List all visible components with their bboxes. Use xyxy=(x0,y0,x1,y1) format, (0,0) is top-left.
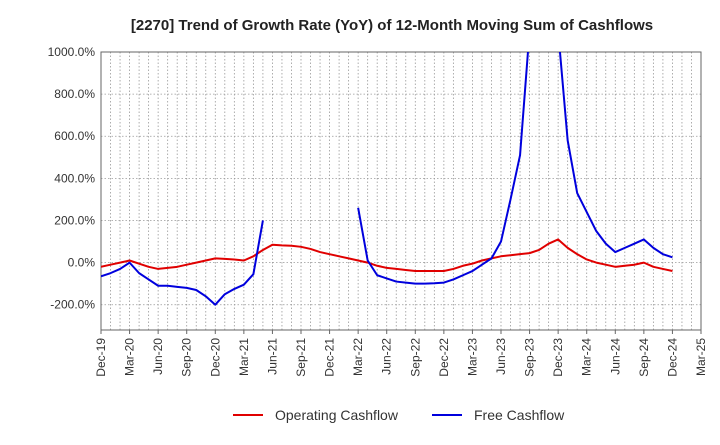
y-tick-label: -200.0% xyxy=(50,298,95,312)
x-tick-label: Jun-24 xyxy=(608,338,622,375)
y-tick-label: 800.0% xyxy=(54,87,95,101)
x-tick-label: Sep-21 xyxy=(294,338,308,377)
x-tick-label: Mar-25 xyxy=(694,338,708,376)
x-tick-label: Jun-22 xyxy=(380,338,394,375)
x-tick-label: Dec-24 xyxy=(665,338,679,377)
x-tick-label: Mar-23 xyxy=(465,338,479,376)
series-layer xyxy=(101,52,673,306)
axis-layer: -200.0% 0.0% 200.0% 400.0% 600.0% 800.0% 1000.… xyxy=(48,45,708,377)
x-tick-label: Sep-24 xyxy=(637,338,651,377)
y-tick-label: 600.0% xyxy=(54,129,95,143)
x-tick-label: Dec-21 xyxy=(323,338,337,377)
x-tick-label: Sep-23 xyxy=(523,338,537,377)
x-tick-label: Sep-22 xyxy=(408,338,422,377)
x-tick-label: Mar-24 xyxy=(580,338,594,376)
y-tick-label: 400.0% xyxy=(54,171,95,185)
grid-layer xyxy=(101,51,701,330)
plot-frame xyxy=(100,51,702,331)
x-tick-label: Jun-20 xyxy=(151,338,165,375)
x-tick-label: Mar-21 xyxy=(237,338,251,376)
x-tick-label: Dec-23 xyxy=(551,338,565,377)
series-line-free-cashflow xyxy=(558,52,673,259)
series-line-operating-cashflow xyxy=(101,238,673,273)
x-tick-label: Dec-20 xyxy=(208,338,222,377)
x-tick-label: Dec-19 xyxy=(94,338,108,377)
x-tick-label: Mar-20 xyxy=(123,338,137,376)
y-tick-label: 200.0% xyxy=(54,213,95,227)
x-tick-label: Jun-23 xyxy=(494,338,508,375)
x-tick-label: Jun-21 xyxy=(265,338,279,375)
legend-label-operating: Operating Cashflow xyxy=(275,407,399,423)
chart-title: [2270] Trend of Growth Rate (YoY) of 12-… xyxy=(131,17,653,34)
x-tick-label: Mar-22 xyxy=(351,338,365,376)
legend-label-free: Free Cashflow xyxy=(474,407,565,423)
y-tick-label: 1000.0% xyxy=(48,45,96,59)
series-line-free-cashflow xyxy=(357,52,529,285)
series-line-free-cashflow xyxy=(101,220,264,306)
legend: Operating Cashflow Free Cashflow xyxy=(233,407,565,423)
x-tick-label: Sep-20 xyxy=(180,338,194,377)
x-tick-label: Dec-22 xyxy=(437,338,451,377)
y-tick-label: 0.0% xyxy=(68,256,96,270)
